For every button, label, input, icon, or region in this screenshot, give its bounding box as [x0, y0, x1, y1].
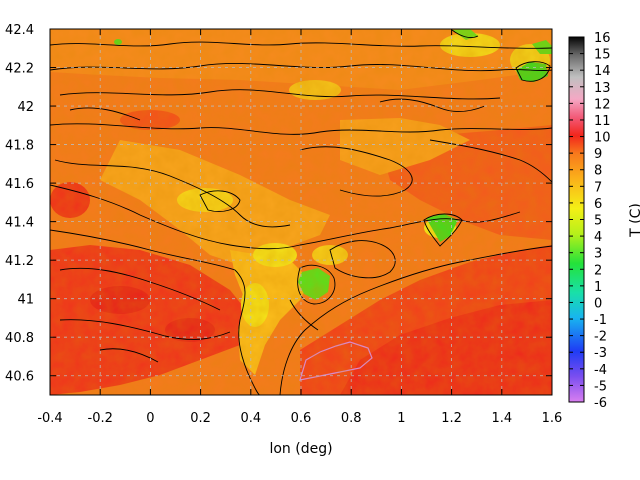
contour-line [59, 319, 231, 340]
contour-line [299, 211, 521, 246]
x-tick-label: 0.8 [341, 411, 362, 426]
contour-lines [50, 29, 552, 395]
x-tick-label: 0 [146, 411, 154, 426]
colorbar-tick-label: 7 [594, 180, 602, 195]
contour-line [50, 123, 552, 135]
x-tick-label: -0.2 [88, 411, 113, 426]
x-tick-label: 1.2 [441, 411, 462, 426]
colorbar-tick-label: -2 [594, 330, 607, 345]
contour-line [99, 348, 159, 363]
y-tick-label: 40.6 [5, 370, 34, 385]
colorbar-tick-label: 2 [594, 263, 602, 278]
x-axis: -0.4 -0.2 0 0.2 0.4 0.6 0.8 1 1.2 1.4 1.6 [37, 29, 562, 426]
y-tick-label: 41.6 [5, 177, 34, 192]
colorbar-tick-label: 16 [594, 31, 611, 46]
x-tick-label: 1.4 [491, 411, 512, 426]
contour-line [279, 245, 552, 395]
colorbar-tick-label: 11 [594, 114, 611, 129]
colorbar-tick-label: 9 [594, 147, 602, 162]
contour-line [515, 61, 551, 82]
contour-line [50, 229, 236, 271]
x-tick-label: 0.6 [291, 411, 312, 426]
y-tick-label: 41.8 [5, 139, 34, 154]
y-tick-label: 42 [17, 100, 34, 115]
contour-line [59, 267, 221, 311]
colorbar-tick-label: 0 [594, 296, 602, 311]
colorbar-tick-label: 8 [594, 164, 602, 179]
colorbar-tick-label: -6 [594, 396, 607, 411]
y-axis: 40.6 40.8 41 41.2 41.4 41.6 41.8 42 42.2 42.4 [5, 23, 552, 385]
y-tick-label: 41.2 [5, 254, 34, 269]
contour-line [50, 41, 552, 49]
colorbar-tick-label: -3 [594, 346, 607, 361]
contour-line [69, 107, 141, 121]
contour-line [451, 29, 479, 39]
contour-line [379, 98, 486, 113]
contour-line [199, 190, 241, 212]
y-tick-label: 42.4 [5, 23, 34, 38]
colorbar-tick-label: 13 [594, 81, 611, 96]
x-tick-label: 1.6 [542, 411, 563, 426]
colorbar-tick-label: -5 [594, 379, 607, 394]
y-tick-label: 42.2 [5, 62, 34, 77]
colorbar-tick-label: 6 [594, 197, 602, 212]
colorbar-tick-label: 4 [594, 230, 602, 245]
x-axis-title: lon (deg) [269, 441, 332, 457]
contour-line [329, 240, 396, 279]
contour-line [423, 213, 463, 247]
y-tick-label: 41.4 [5, 216, 34, 231]
colorbar-tick-label: -4 [594, 363, 607, 378]
contour-line [297, 264, 336, 305]
colorbar-tick-label: 3 [594, 247, 602, 262]
colorbar-tick-label: 1 [594, 280, 602, 295]
y-tick-label: 41 [17, 293, 34, 308]
colorbar-tick-label: 5 [594, 214, 602, 229]
colorbar-tick-label: 12 [594, 97, 611, 112]
colorbar-tick-label: 14 [594, 64, 611, 79]
contour-line [50, 184, 301, 250]
contour-line [59, 89, 501, 100]
x-tick-label: 1 [397, 411, 405, 426]
contour-line [54, 159, 291, 228]
colorbar-tick-label: 10 [594, 131, 611, 146]
contour-line [289, 299, 319, 331]
contour-line [299, 146, 413, 197]
x-tick-label: 0.2 [190, 411, 211, 426]
x-tick-label: -0.4 [37, 411, 62, 426]
colorbar-title: T (C) [628, 203, 640, 238]
colorbar-tick-label: 15 [594, 48, 611, 63]
x-tick-label: 0.4 [240, 411, 261, 426]
colorbar-tick-label: -1 [594, 313, 607, 328]
y-tick-label: 40.8 [5, 331, 34, 346]
contour-line [429, 139, 552, 183]
contour-line [234, 269, 261, 395]
